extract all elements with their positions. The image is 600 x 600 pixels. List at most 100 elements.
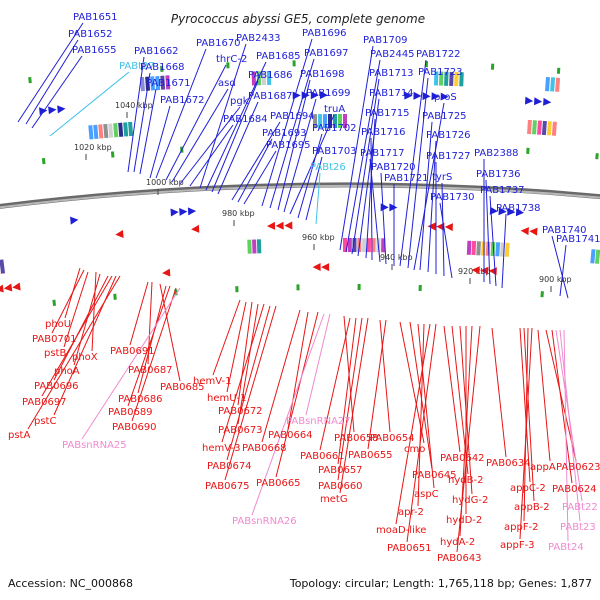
feature-block	[381, 238, 386, 253]
reverse-gene-arrow	[3, 283, 13, 292]
feature-block	[366, 238, 371, 253]
reverse-gene-arrow	[0, 284, 4, 293]
top-gene-label: PAB1699	[306, 88, 351, 99]
forward-gene-arrow	[187, 207, 197, 216]
bottom-gene-label: PAB0642	[440, 453, 485, 464]
top-gene-label: asd	[218, 78, 236, 89]
forward-gene-arrow	[515, 208, 525, 217]
feature-block	[594, 249, 600, 264]
bottom-leader-line	[212, 299, 241, 376]
feature-block	[118, 122, 124, 137]
ruler-tick-label: 920 kbp	[458, 267, 491, 276]
top-gene-label: PAB1702	[312, 123, 357, 134]
top-leader-line	[315, 172, 321, 225]
forward-gene-arrow	[389, 203, 398, 212]
bottom-leader-line	[537, 329, 551, 462]
forward-gene-arrow	[310, 91, 319, 100]
forward-gene-arrow	[319, 91, 328, 100]
forward-gene-arrow	[507, 207, 516, 216]
ruler-tick-label: 900 kbp	[539, 275, 572, 284]
top-gene-label: PAB1703	[312, 146, 357, 157]
bottom-gene-label: appF-2	[504, 522, 539, 533]
feature-block	[485, 241, 491, 256]
top-gene-label: PAB1668	[140, 62, 185, 73]
bottom-gene-label: phoU	[45, 319, 71, 330]
top-gene-label: PAB1717	[360, 148, 405, 159]
top-gene-label: PAB1671	[146, 78, 191, 89]
track-marker	[490, 63, 495, 70]
bottom-gene-label: PAB0668	[242, 443, 287, 454]
bottom-gene-label: appB-2	[514, 502, 550, 513]
forward-gene-arrow	[440, 92, 449, 101]
ruler-tick-label: 1000 kbp	[146, 178, 184, 187]
bottom-leader-line	[237, 301, 253, 406]
top-gene-label: PAB1698	[300, 69, 345, 80]
top-leader-line	[133, 72, 151, 173]
feature-block	[113, 123, 119, 138]
bottom-leader-line	[551, 329, 573, 484]
top-leader-line	[413, 102, 445, 271]
top-leader-line	[339, 45, 374, 251]
bottom-gene-label: PABsnRNA25	[62, 440, 127, 451]
bottom-gene-label: PAB0689	[108, 407, 153, 418]
top-leader-line	[205, 61, 267, 191]
track-marker	[52, 299, 57, 306]
reverse-gene-arrow	[436, 222, 445, 231]
feature-block	[371, 238, 376, 253]
feature-block	[343, 238, 347, 252]
bottom-leader-line	[395, 323, 431, 525]
bottom-leader-line	[337, 317, 363, 481]
bottom-leader-line	[226, 301, 247, 393]
feature-block	[444, 71, 449, 86]
track-marker	[41, 157, 46, 165]
top-gene-label: tyrS	[432, 172, 452, 183]
top-gene-label: PAB1655	[72, 45, 117, 56]
reverse-gene-arrow	[312, 263, 321, 272]
bottom-gene-label: PAB0658	[334, 433, 379, 444]
feature-block	[532, 120, 537, 135]
bottom-leader-line	[379, 319, 391, 433]
top-leader-line	[380, 172, 387, 265]
forward-gene-arrow	[179, 207, 188, 216]
top-leader-line	[127, 56, 145, 173]
bottom-gene-label: PAB0655	[348, 450, 393, 461]
reverse-gene-arrow	[191, 224, 200, 233]
bottom-gene-label: PABsnRNA26	[232, 516, 297, 527]
feature-block	[454, 72, 459, 87]
top-gene-label: PAB1726	[426, 130, 471, 141]
top-gene-label: PAB1738	[496, 203, 541, 214]
feature-block	[103, 123, 109, 139]
bottom-leader-line	[319, 317, 351, 451]
top-leader-line	[155, 48, 207, 179]
bottom-gene-label: pstA	[8, 430, 30, 441]
feature-block	[337, 113, 343, 129]
bottom-gene-label: PAB0654	[370, 433, 415, 444]
feature-block	[165, 75, 171, 90]
feature-block	[362, 238, 367, 253]
top-leader-line	[370, 137, 373, 261]
bottom-leader-line	[131, 287, 177, 422]
feature-block	[476, 241, 481, 256]
feature-block	[251, 71, 257, 86]
top-gene-label: PAB2388	[474, 148, 519, 159]
track-marker	[292, 60, 296, 67]
genome-backbone	[0, 182, 600, 209]
top-gene-label: PAB1716	[361, 127, 406, 138]
bottom-gene-label: aspC	[414, 489, 439, 500]
bottom-gene-label: PAB0673	[218, 425, 263, 436]
bottom-leader-line	[224, 305, 277, 481]
accession-text: Accession: NC_000868	[8, 577, 133, 590]
top-leader-line	[345, 59, 381, 253]
top-gene-label: PAB1741	[556, 234, 600, 245]
bottom-gene-label: PAB0672	[218, 406, 263, 417]
bottom-gene-label: moaD-like	[376, 525, 426, 536]
top-leader-line	[399, 59, 427, 267]
bottom-gene-label: PAB0660	[318, 481, 363, 492]
forward-gene-arrow	[70, 216, 79, 225]
top-leader-line	[441, 182, 445, 277]
bottom-gene-label: appF-3	[500, 540, 535, 551]
bottom-gene-label: hydB-2	[448, 475, 483, 486]
forward-gene-arrow	[170, 208, 179, 217]
bottom-gene-label: cmo	[404, 444, 425, 455]
bottom-gene-label: hemU-1	[207, 393, 247, 404]
